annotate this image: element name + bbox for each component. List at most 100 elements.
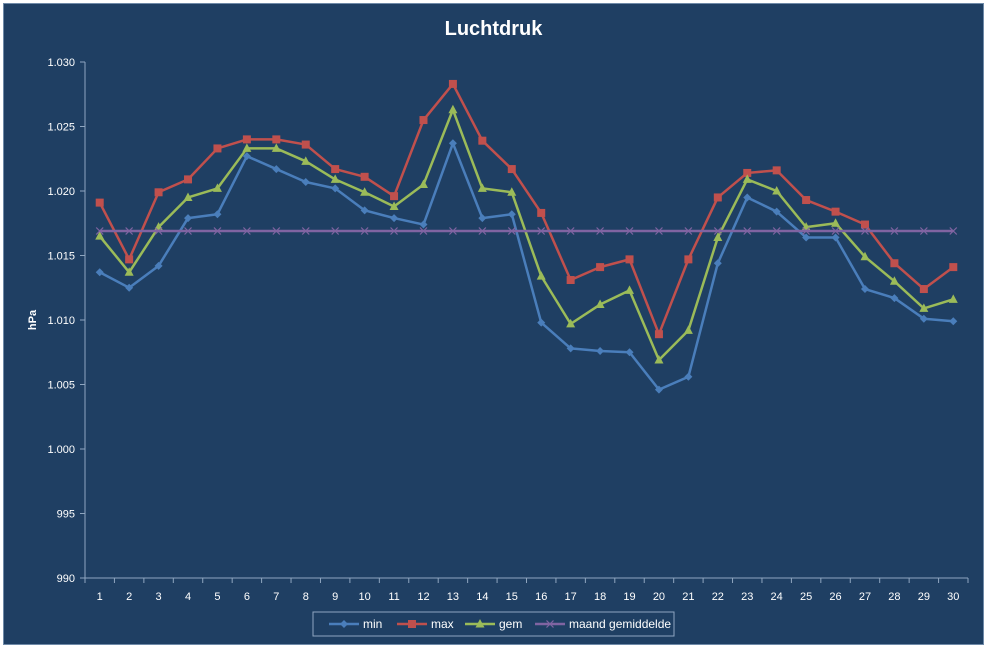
data-point [478,136,487,145]
data-point [683,325,693,334]
marker-stroke [154,227,163,235]
data-point [95,198,104,207]
series-line [98,108,954,362]
data-point [272,135,281,144]
data-point [360,227,369,235]
data-point [566,276,575,285]
data-point [390,192,399,201]
data-point [949,227,958,235]
x-tick-label: 28 [888,591,900,603]
data-point [654,330,663,339]
data-point [713,259,722,268]
data-point [418,179,428,189]
x-tick-label: 13 [447,591,459,603]
chart-title: Luchtdruk [444,18,543,40]
marker-stroke [507,227,516,235]
x-tick-label: 5 [214,591,220,603]
data-point [684,372,693,381]
x-tick-label: 22 [712,591,724,603]
data-point [390,214,399,223]
data-point [566,227,575,235]
data-point [212,183,222,192]
x-tick-label: 9 [332,591,338,603]
data-point [272,165,281,174]
data-point [213,144,222,153]
data-point [183,192,193,201]
marker-stroke [478,227,487,235]
x-tick-label: 18 [594,591,606,603]
x-tick-label: 15 [506,591,518,603]
data-point [919,285,928,294]
y-tick-label: 1.010 [47,315,75,327]
x-tick-label: 14 [476,591,488,603]
series-min [95,139,958,394]
data-point [772,227,781,235]
data-point [125,255,134,264]
legend-swatch-marker [408,620,416,628]
marker-stroke [331,227,340,235]
data-point [242,143,252,152]
data-point [831,207,840,216]
data-point [802,233,811,242]
data-point [360,187,370,196]
x-tick-label: 10 [358,591,370,603]
data-point [537,227,546,235]
y-axis-label: hPa [27,309,39,330]
data-point [331,227,340,235]
y-tick-label: 995 [57,509,75,521]
x-tick-label: 26 [829,591,841,603]
marker-stroke [537,227,546,235]
data-point [772,207,781,216]
data-point [301,227,310,235]
marker-stroke [684,227,693,235]
marker-stroke [949,227,958,235]
marker-stroke [448,227,457,235]
data-point [802,227,811,235]
marker-stroke [861,227,869,235]
data-point [448,79,457,88]
data-point [949,263,958,272]
data-point [448,104,458,114]
legend-label: maand gemiddelde [569,617,671,631]
data-point [507,210,516,219]
data-point [448,227,457,235]
x-tick-label: 2 [126,591,132,603]
data-point [477,183,487,192]
data-point [713,193,722,202]
marker-stroke [743,227,752,235]
x-tick-label: 23 [741,591,753,603]
series-maand-gemiddelde [95,227,958,235]
marker-stroke [213,227,222,235]
x-tick-label: 7 [273,591,279,603]
marker-stroke [360,227,369,235]
data-point [890,227,899,235]
data-point [713,227,722,235]
x-tick-label: 11 [388,591,399,603]
x-tick-label: 20 [653,591,665,603]
y-tick-label: 1.015 [47,251,75,263]
legend-item: gem [465,617,522,631]
data-point [95,231,105,240]
data-point [331,184,340,193]
data-point [949,317,958,326]
data-point [301,140,310,149]
data-point [213,210,222,219]
data-point [419,227,428,235]
legend-swatch-marker [475,619,485,628]
x-tick-label: 25 [800,591,812,603]
data-point [831,227,840,235]
data-point [831,218,841,227]
data-point [330,174,340,183]
data-point [684,255,693,264]
data-point [242,135,251,144]
data-point [301,177,310,186]
y-tick-label: 1.020 [47,186,75,198]
data-point [271,143,281,152]
legend-swatch-marker [546,620,554,628]
data-point [742,174,752,183]
legend-swatch-marker [340,620,348,628]
marker-stroke [713,227,722,235]
data-point [566,344,575,353]
marker-stroke [919,227,928,235]
marker-stroke [95,227,104,235]
